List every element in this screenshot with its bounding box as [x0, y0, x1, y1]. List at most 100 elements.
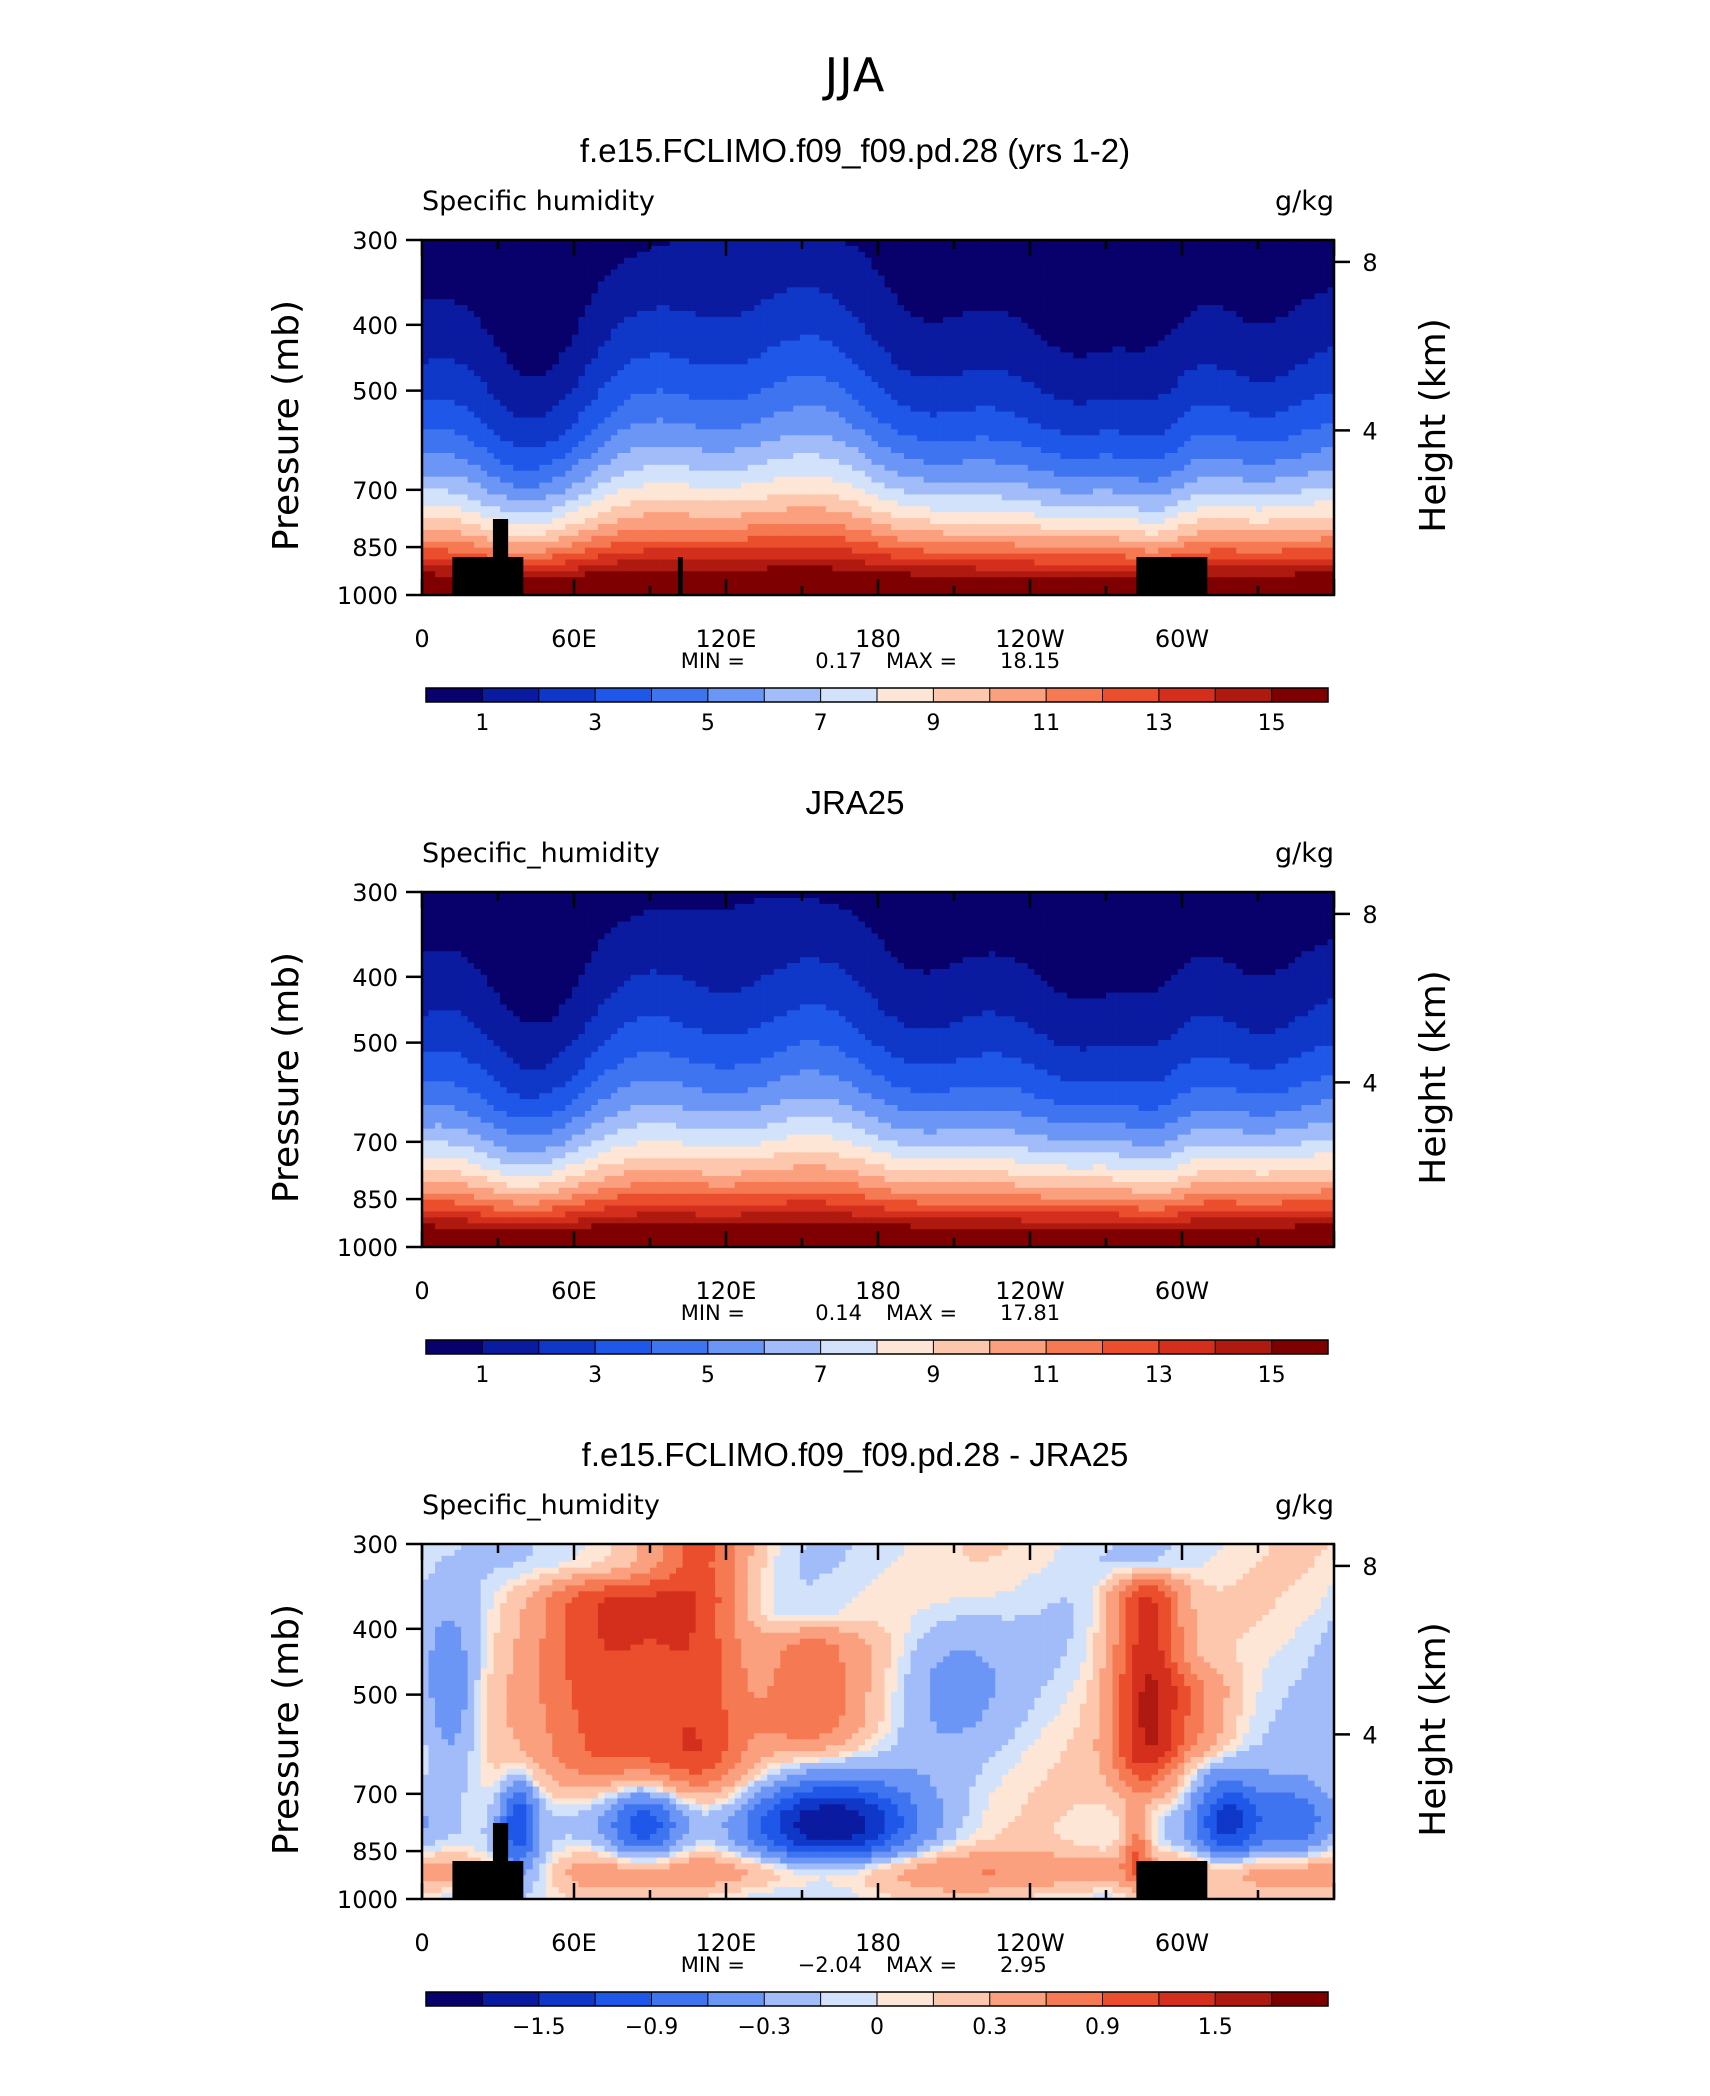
contour-cell: [650, 346, 658, 354]
contour-cell: [636, 435, 645, 442]
contour-cell: [825, 358, 833, 365]
contour-cell: [943, 435, 951, 442]
contour-cell: [773, 393, 781, 401]
contour-cell: [1158, 358, 1166, 365]
contour-cell: [617, 316, 625, 324]
contour-cell: [513, 257, 521, 265]
contour-cell: [617, 281, 625, 288]
contour-cell: [1307, 399, 1316, 407]
contour-cell: [982, 281, 990, 288]
contour-cell: [747, 240, 755, 247]
contour-cell: [1216, 299, 1224, 306]
contour-cell: [454, 429, 462, 436]
contour-cell: [754, 411, 762, 419]
contour-cell: [532, 251, 540, 259]
contour-cell: [1216, 382, 1224, 389]
contour-cell: [676, 251, 684, 259]
contour-cell: [721, 257, 729, 265]
contour-cell: [1171, 293, 1179, 300]
contour-cell: [878, 281, 886, 288]
contour-cell: [858, 370, 866, 377]
contour-cell: [1229, 399, 1237, 407]
contour-cell: [1288, 364, 1296, 371]
contour-cell: [721, 411, 729, 419]
contour-cell: [467, 322, 475, 330]
contour-cell: [584, 269, 592, 277]
contour-cell: [610, 376, 619, 383]
contour-cell: [936, 269, 944, 277]
contour-cell: [1255, 245, 1263, 253]
contour-cell: [702, 376, 710, 383]
contour-cell: [1106, 393, 1114, 401]
contour-cell: [864, 364, 873, 371]
contour-cell: [610, 370, 619, 377]
contour-cell: [715, 293, 723, 300]
contour-cell: [1288, 370, 1296, 377]
contour-cell: [1294, 263, 1303, 271]
contour-cell: [936, 263, 944, 271]
contour-cell: [435, 447, 443, 454]
contour-cell: [956, 429, 964, 436]
contour-cell: [825, 352, 833, 359]
contour-cell: [728, 257, 736, 265]
contour-cell: [904, 411, 912, 419]
contour-cell: [1001, 370, 1009, 377]
contour-cell: [448, 251, 456, 259]
contour-cell: [1242, 382, 1250, 389]
contour-cell: [676, 405, 684, 413]
contour-cell: [461, 293, 469, 300]
contour-cell: [650, 275, 658, 283]
contour-cell: [1197, 281, 1205, 288]
contour-cell: [1190, 405, 1198, 413]
contour-cell: [1236, 358, 1244, 365]
contour-cell: [519, 393, 527, 401]
contour-cell: [891, 411, 899, 419]
contour-cell: [1086, 281, 1094, 288]
contour-cell: [1053, 316, 1061, 324]
contour-cell: [897, 299, 905, 306]
contour-cell: [1171, 299, 1179, 306]
contour-cell: [1307, 328, 1316, 336]
contour-cell: [454, 358, 462, 365]
contour-cell: [1112, 382, 1120, 389]
contour-cell: [500, 322, 508, 330]
contour-cell: [669, 245, 677, 253]
contour-cell: [1262, 340, 1270, 348]
contour-cell: [578, 269, 586, 277]
contour-cell: [1053, 370, 1061, 377]
contour-cell: [571, 447, 579, 454]
contour-cell: [995, 423, 1003, 430]
contour-cell: [676, 435, 684, 442]
contour-cell: [552, 417, 560, 425]
contour-cell: [1060, 352, 1068, 359]
contour-cell: [539, 429, 547, 436]
contour-cell: [1177, 382, 1185, 389]
contour-cell: [604, 334, 612, 342]
contour-cell: [1275, 387, 1283, 395]
contour-cell: [910, 311, 918, 318]
contour-cell: [1268, 417, 1276, 425]
contour-cell: [910, 405, 918, 413]
contour-cell: [1132, 358, 1140, 365]
contour-cell: [435, 423, 443, 430]
contour-cell: [1275, 417, 1283, 425]
contour-cell: [604, 447, 612, 454]
contour-cell: [1236, 352, 1244, 359]
contour-cell: [988, 269, 996, 277]
contour-cell: [689, 435, 697, 442]
contour-cell: [610, 257, 619, 265]
contour-cell: [513, 269, 521, 277]
contour-cell: [747, 281, 755, 288]
contour-cell: [988, 346, 996, 354]
contour-cell: [962, 263, 970, 271]
contour-cell: [819, 429, 827, 436]
contour-cell: [1236, 257, 1244, 265]
contour-cell: [519, 275, 527, 283]
contour-cell: [864, 429, 873, 436]
contour-cell: [747, 263, 755, 271]
contour-cell: [532, 346, 540, 354]
contour-cell: [1203, 370, 1211, 377]
contour-cell: [988, 263, 996, 271]
contour-cell: [734, 316, 742, 324]
contour-cell: [1177, 417, 1185, 425]
